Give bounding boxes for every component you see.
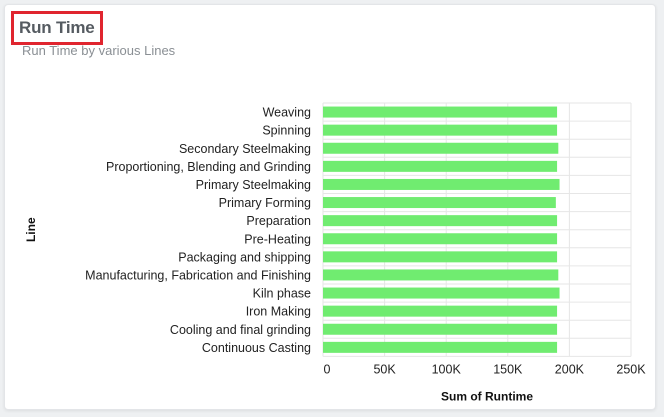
category-label: Primary Forming [219, 196, 311, 210]
x-tick-label: 100K [432, 362, 462, 376]
bar[interactable] [323, 305, 558, 317]
bar[interactable] [323, 160, 558, 172]
category-label: Weaving [263, 106, 311, 120]
bar-chart: Weaving Spinning Secondary Steelmaking Prop… [24, 102, 647, 403]
x-tick-label: 50K [373, 362, 396, 376]
bar[interactable] [323, 287, 560, 299]
x-tick-label: 200K [555, 362, 585, 376]
category-label: Secondary Steelmaking [179, 142, 311, 156]
bar[interactable] [323, 233, 558, 245]
bars [323, 106, 560, 353]
category-label: Packaging and shipping [178, 250, 311, 264]
title-highlight-box: Run Time [11, 11, 103, 45]
bar[interactable] [323, 341, 558, 353]
category-label: Preparation [246, 214, 311, 228]
chart-title: Run Time [19, 18, 95, 37]
category-label: Manufacturing, Fabrication and Finishing [85, 268, 311, 282]
bar[interactable] [323, 251, 558, 263]
grid-lines [322, 102, 632, 357]
chart-subtitle: Run Time by various Lines [22, 43, 176, 58]
category-label: Cooling and final grinding [170, 323, 311, 337]
category-label: Continuous Casting [202, 341, 311, 355]
x-tick-label: 250K [616, 362, 646, 376]
bar[interactable] [323, 323, 558, 335]
y-axis-title: Line [24, 217, 38, 242]
x-tick-labels: 0 50K 100K 150K 200K 250K [324, 362, 647, 376]
category-label: Proportioning, Blending and Grinding [106, 160, 311, 174]
bar[interactable] [323, 124, 558, 136]
category-labels: Weaving Spinning Secondary Steelmaking Prop… [85, 106, 311, 355]
category-label: Pre-Heating [244, 232, 311, 246]
category-label: Primary Steelmaking [196, 178, 311, 192]
bar[interactable] [323, 215, 558, 227]
category-label: Iron Making [246, 305, 311, 319]
x-axis-title: Sum of Runtime [441, 389, 533, 403]
bar[interactable] [323, 269, 559, 281]
chart-card: Run Time Run Time by various Lines Weavi… [4, 4, 656, 410]
bar[interactable] [323, 142, 559, 154]
category-label: Spinning [262, 124, 311, 138]
bar[interactable] [323, 106, 558, 118]
x-tick-label: 150K [493, 362, 523, 376]
bar[interactable] [323, 178, 560, 190]
bar[interactable] [323, 197, 556, 209]
category-label: Kiln phase [253, 287, 311, 301]
x-tick-label: 0 [324, 362, 331, 376]
